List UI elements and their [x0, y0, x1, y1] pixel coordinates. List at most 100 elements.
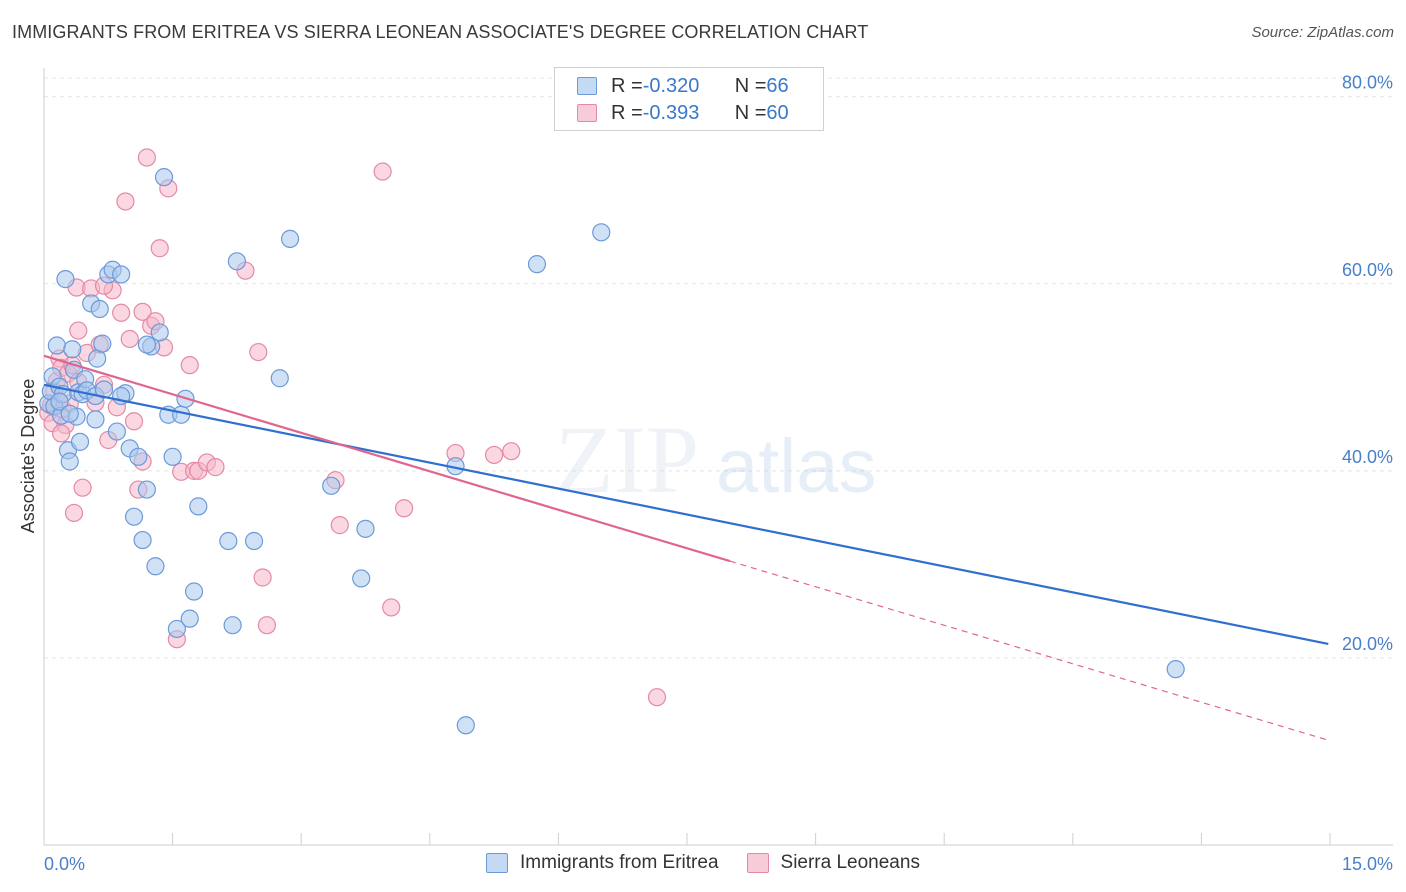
data-point: [352, 569, 371, 588]
data-point: [133, 530, 152, 550]
axis-labels: Associate's Degree: [18, 379, 38, 534]
data-point: [253, 568, 272, 587]
data-point: [249, 342, 268, 362]
y-tick-label: 40.0%: [1342, 447, 1393, 467]
data-point: [189, 497, 208, 516]
legend-item-sierra-leoneans[interactable]: Sierra Leoneans: [746, 852, 920, 874]
data-point: [219, 531, 238, 551]
y-tick-label: 60.0%: [1342, 260, 1393, 280]
trend-lines: [43, 354, 1329, 741]
data-point: [322, 476, 341, 495]
data-point: [64, 503, 84, 523]
data-point: [69, 321, 88, 340]
data-point: [146, 557, 165, 576]
legend-row-eritrea: R = -0.320 N = 66: [577, 74, 789, 98]
data-point: [93, 334, 112, 353]
watermark: ZIP atlas: [555, 406, 877, 513]
data-point: [116, 192, 135, 211]
data-point: [382, 598, 401, 617]
legend-n-label: N =: [734, 74, 767, 97]
data-point: [90, 299, 109, 319]
data-point: [56, 270, 75, 289]
source-credit: Source: ZipAtlas.com: [1251, 24, 1394, 41]
data-point: [163, 447, 182, 466]
legend-r-label: R =: [611, 101, 643, 124]
data-point: [124, 412, 144, 431]
data-point: [206, 458, 225, 477]
data-point: [180, 356, 199, 375]
trend-line-blue: [43, 383, 1329, 645]
legend-r-value: -0.393: [642, 101, 700, 124]
data-point: [47, 336, 66, 355]
watermark-zip: ZIP: [555, 406, 699, 513]
data-point: [124, 507, 144, 526]
data-point: [60, 404, 79, 423]
legend-swatch-pink: [746, 853, 769, 873]
legend-item-label: Sierra Leoneans: [780, 852, 920, 873]
legend-n-value: 66: [766, 74, 789, 97]
data-point: [70, 432, 90, 451]
data-point: [280, 229, 300, 248]
y-tick-label: 20.0%: [1342, 634, 1393, 654]
data-point: [137, 335, 156, 354]
data-point: [257, 616, 277, 635]
data-point: [227, 252, 246, 271]
ticks: 20.0% 40.0% 60.0% 80.0% 0.0% 15.0%: [44, 73, 1393, 874]
watermark-atlas: atlas: [716, 424, 877, 509]
x-tick-label: 15.0%: [1342, 854, 1393, 874]
data-point: [50, 392, 69, 411]
data-point: [63, 340, 82, 359]
data-point: [527, 255, 547, 274]
chart-title: IMMIGRANTS FROM ERITREA VS SIERRA LEONEA…: [12, 22, 869, 42]
trend-line-pink: [43, 354, 731, 563]
data-point: [592, 223, 611, 242]
data-point: [167, 619, 186, 639]
data-point: [107, 422, 126, 441]
data-point: [154, 168, 174, 187]
data-point: [223, 616, 242, 635]
gridlines: [44, 77, 1393, 659]
legend-swatch-blue: [577, 77, 597, 95]
trend-line-extension-pink: [729, 560, 1329, 741]
data-point: [330, 516, 349, 535]
data-point: [244, 531, 264, 551]
data-point: [1166, 660, 1185, 679]
legend-item-eritrea[interactable]: Immigrants from Eritrea: [486, 852, 719, 874]
data-point: [270, 369, 289, 388]
data-point: [394, 499, 414, 518]
data-point: [150, 323, 169, 342]
data-point: [52, 424, 71, 443]
data-point: [112, 303, 131, 322]
data-point: [86, 410, 105, 429]
legend-swatch-pink: [577, 104, 597, 122]
data-point: [137, 148, 156, 167]
legend-n-label: N =: [734, 101, 767, 124]
x-tick-label: 0.0%: [44, 854, 85, 874]
data-point: [373, 162, 392, 181]
series-immigrants-from-eritrea: [39, 168, 1185, 735]
y-axis-label: Associate's Degree: [18, 379, 38, 534]
legend-row-sierra: R = -0.393 N = 60: [577, 101, 789, 125]
data-point: [137, 480, 156, 499]
data-point: [120, 329, 139, 349]
legend-r-value: -0.320: [642, 74, 700, 97]
data-point: [60, 452, 79, 471]
legend-r-label: R =: [611, 74, 643, 97]
data-point: [112, 265, 131, 284]
data-point: [150, 239, 169, 258]
data-point: [356, 519, 375, 538]
data-point: [647, 688, 667, 707]
data-point: [73, 478, 92, 497]
axes: [43, 68, 1393, 846]
legend-item-label: Immigrants from Eritrea: [520, 852, 719, 873]
data-point: [184, 582, 204, 601]
legend-swatch-blue: [486, 853, 509, 873]
data-point: [502, 442, 521, 461]
series-legend: Immigrants from Eritrea Sierra Leoneans: [0, 852, 1406, 874]
data-point: [485, 445, 504, 465]
correlation-legend: R = -0.320 N = 66 R = -0.393 N = 60: [554, 67, 824, 131]
data-point: [129, 447, 148, 466]
data-point: [456, 716, 475, 735]
data-point: [180, 609, 199, 628]
